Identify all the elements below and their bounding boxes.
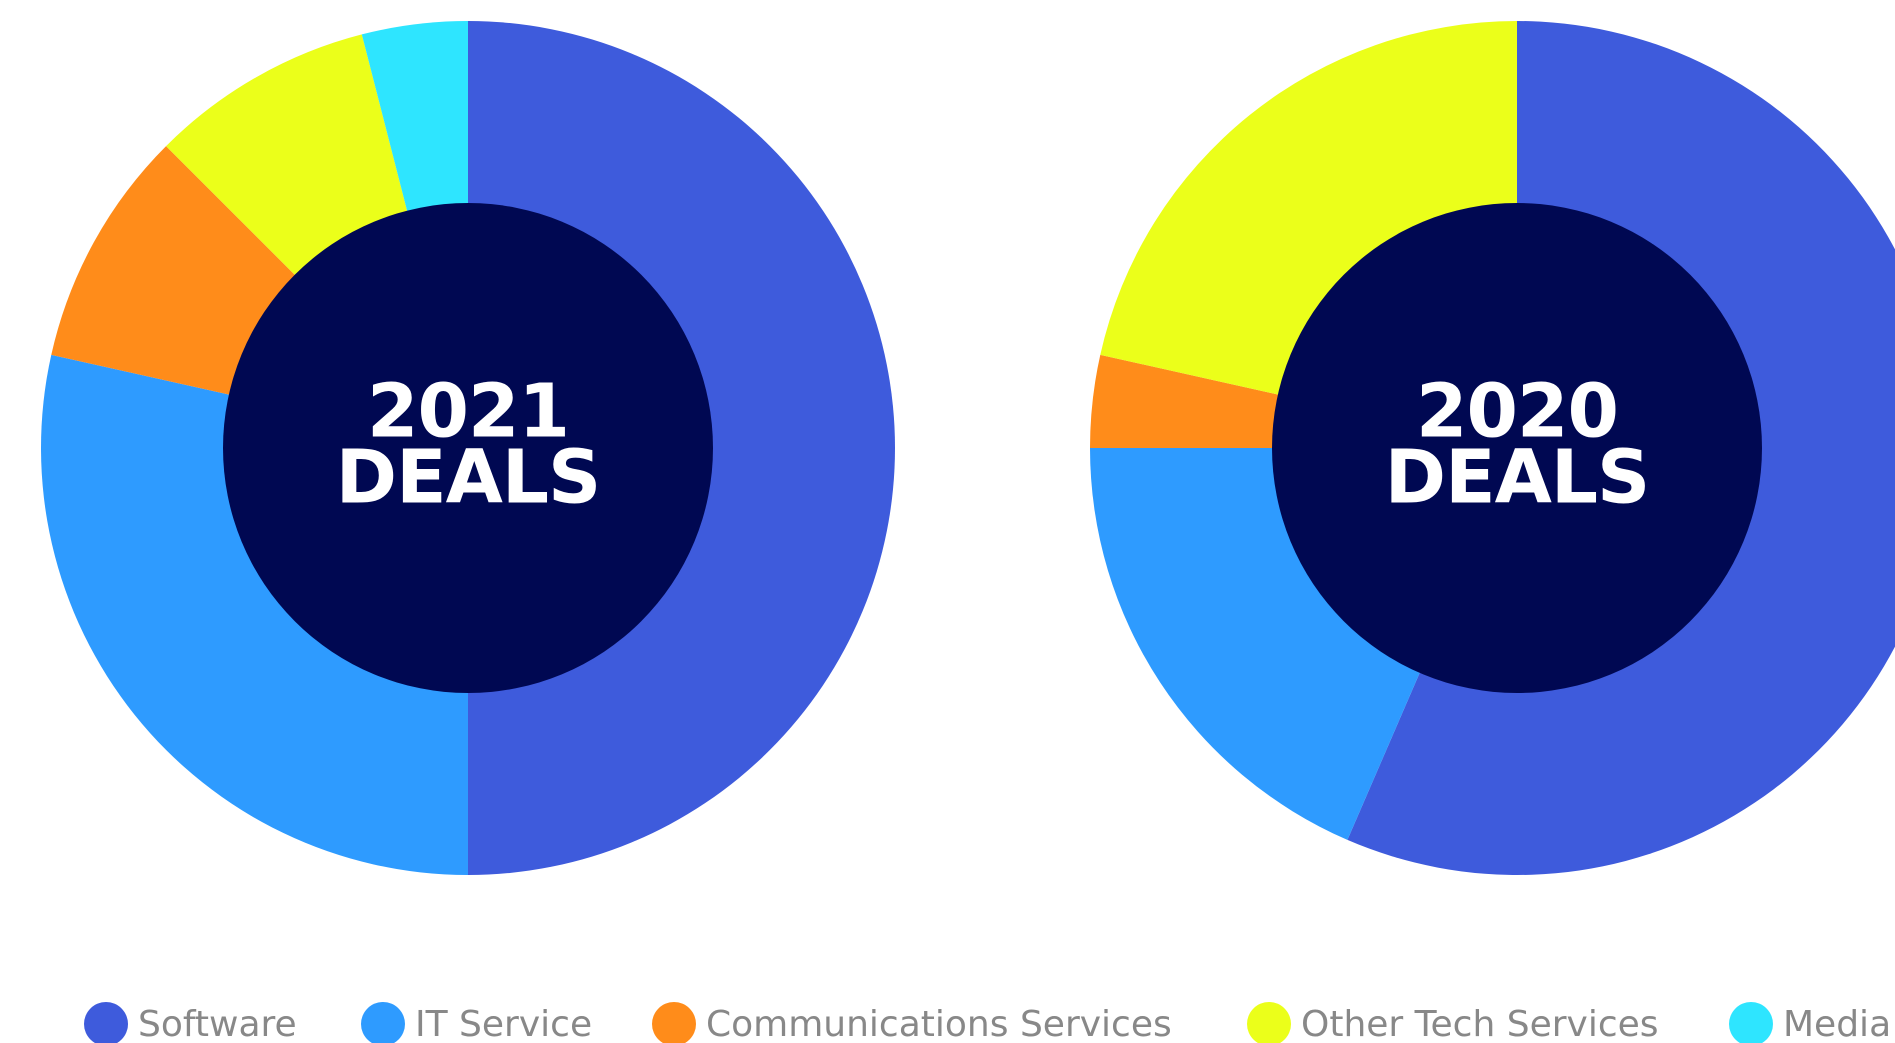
legend-label: Other Tech Services (1301, 1004, 1659, 1043)
legend-marker (361, 1002, 405, 1043)
legend-label: Media (1783, 1004, 1891, 1043)
legend-marker (1247, 1002, 1291, 1043)
donut-hole (1272, 203, 1762, 693)
donut-hole (223, 203, 713, 693)
legend-label: IT Service (415, 1004, 592, 1043)
legend-marker (84, 1002, 128, 1043)
legend-marker (652, 1002, 696, 1043)
legend-label: Software (138, 1004, 297, 1043)
center-label: DEALS (336, 435, 601, 521)
center-label: 2021 (367, 369, 569, 455)
center-label: 2020 (1416, 369, 1618, 455)
legend-marker (1729, 1002, 1773, 1043)
legend-label: Communications Services (706, 1004, 1172, 1043)
center-label: DEALS (1385, 435, 1650, 521)
